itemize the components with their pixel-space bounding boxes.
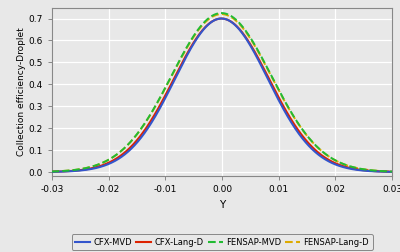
X-axis label: Y: Y [219,200,225,210]
Legend: CFX-MVD, CFX-Lang-D, FENSAP-MVD, FENSAP-Lang-D: CFX-MVD, CFX-Lang-D, FENSAP-MVD, FENSAP-… [72,234,372,250]
Y-axis label: Collection efficiency-Droplet: Collection efficiency-Droplet [17,28,26,156]
